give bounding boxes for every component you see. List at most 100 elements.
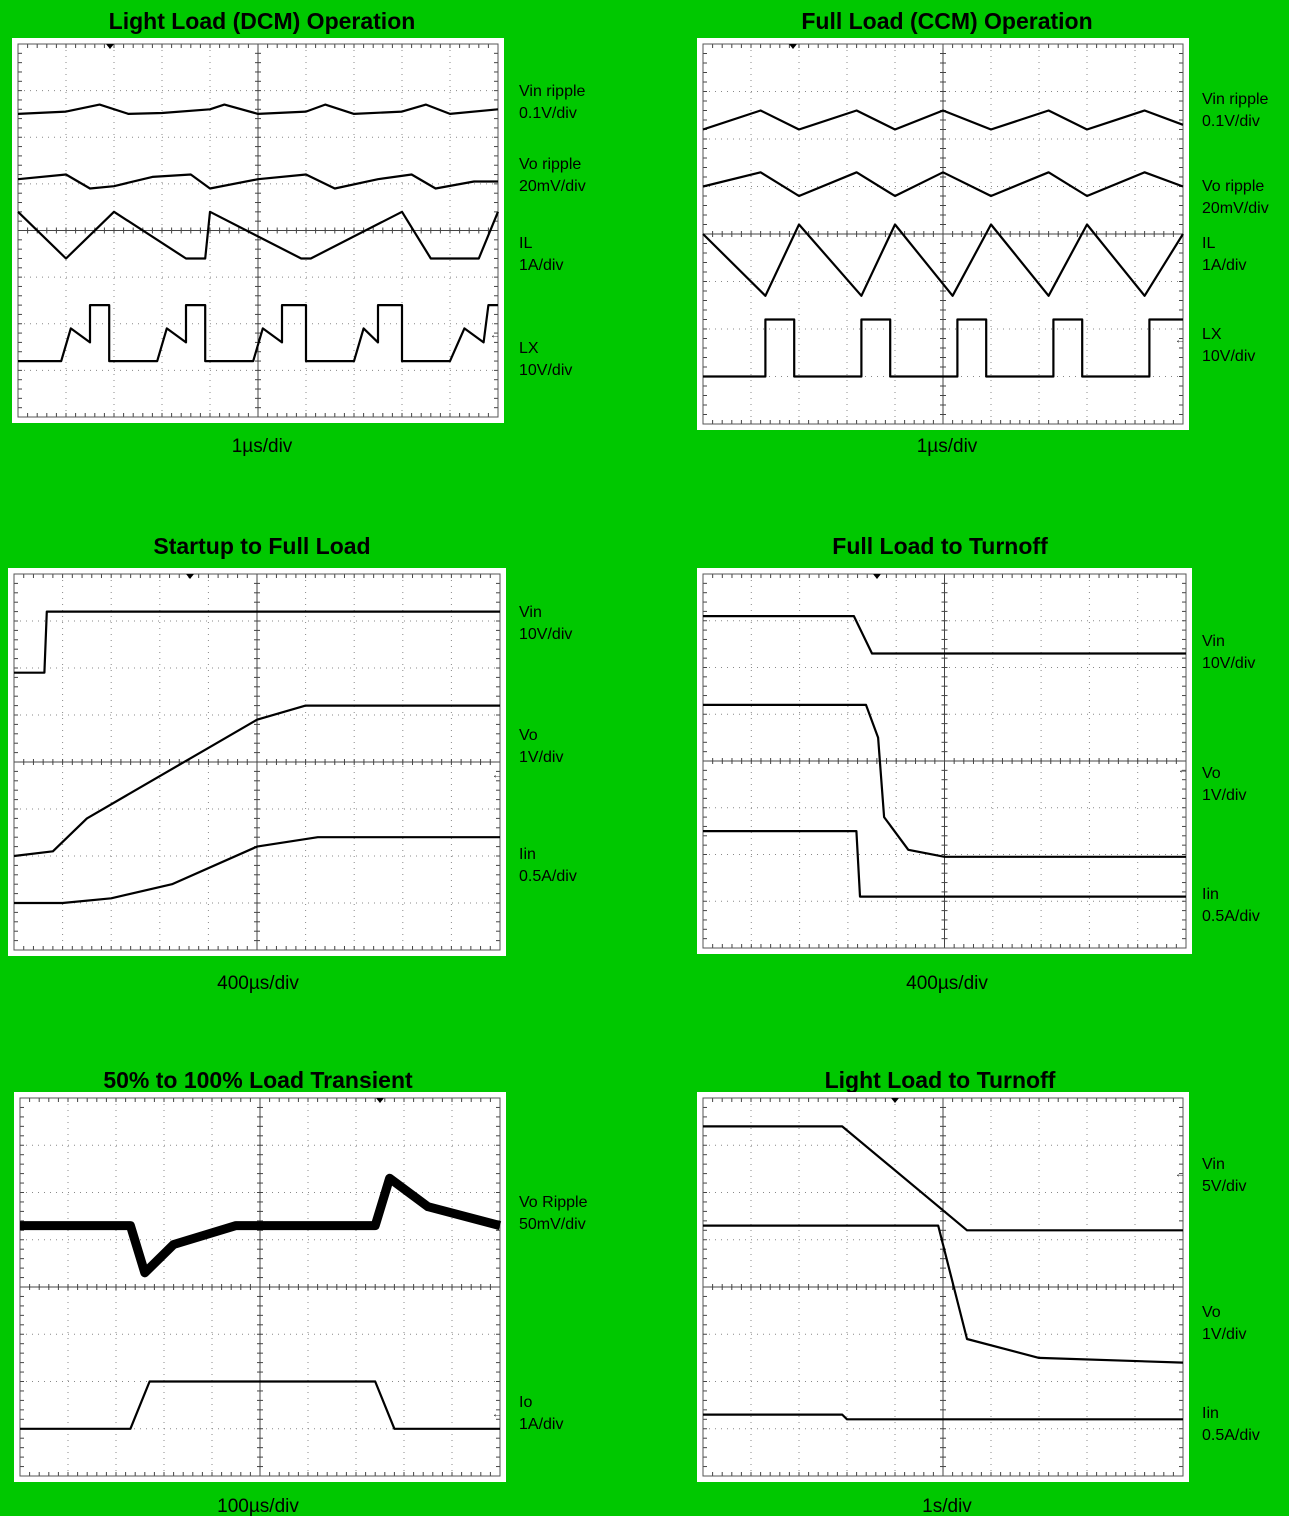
scope-plot: ← — [13, 573, 502, 951]
channel-name: Iin — [519, 846, 536, 863]
channel-scale: 0.5A/div — [519, 868, 577, 885]
chart-title: Startup to Full Load — [153, 533, 371, 559]
ground-reference-icon: ← — [492, 770, 502, 781]
time-per-division: 400µs/div — [217, 973, 299, 994]
chart-title: 50% to 100% Load Transient — [103, 1067, 413, 1093]
channel-label: LX 10V/div — [519, 338, 572, 382]
graticule — [17, 43, 499, 418]
trigger-marker-icon — [186, 574, 194, 579]
trace-io — [20, 1380, 500, 1430]
channel-label: Iin 0.5A/div — [519, 844, 577, 888]
channel-scale: 1V/div — [1202, 1326, 1247, 1343]
trigger-marker-icon — [891, 1098, 899, 1103]
trace-iin — [703, 830, 1186, 898]
channel-label: Vo 1V/div — [1202, 1302, 1246, 1346]
channel-name: Vin ripple — [519, 83, 586, 100]
graticule — [702, 43, 1184, 425]
time-per-division: 1µs/div — [916, 436, 978, 457]
time-per-division: 400µs/div — [906, 973, 988, 994]
channel-scale: 10V/div — [519, 626, 573, 643]
ground-reference-icon: ← — [1178, 765, 1188, 776]
trace-vo-ripple — [702, 171, 1184, 198]
channel-name: Vin — [1202, 1156, 1225, 1173]
channel-label: LX 10V/div — [1202, 324, 1255, 368]
oscilloscope-display: ← — [697, 38, 1189, 430]
channel-scale: 20mV/div — [1202, 200, 1269, 217]
channel-label: Io 1A/div — [519, 1392, 563, 1436]
channel-label: Vo ripple 20mV/div — [519, 154, 586, 198]
channel-label: Vo ripple 20mV/div — [1202, 176, 1269, 220]
chart-title: Light Load (DCM) Operation — [108, 8, 416, 34]
trace-vo-ripple — [20, 1173, 502, 1278]
oscilloscope-display: ← — [8, 568, 506, 956]
oscilloscope-display: ← — [14, 1092, 506, 1482]
scope-plot: ← — [702, 573, 1188, 949]
trace-vin-ripple — [702, 109, 1184, 131]
scope-plot: ← — [19, 1097, 502, 1477]
trace-vin-ripple — [17, 103, 499, 115]
channel-name: Vo — [519, 727, 538, 744]
scope-plot: ← — [702, 1097, 1185, 1477]
chart-title: Full Load to Turnoff — [832, 533, 1048, 559]
channel-label: Vin 5V/div — [1202, 1154, 1246, 1198]
trace-vin — [14, 610, 500, 674]
trace-lx — [18, 304, 498, 363]
graticule — [13, 573, 501, 951]
scope-plot: ← — [17, 43, 500, 418]
channel-label: IL 1A/div — [1202, 233, 1246, 277]
ground-reference-icon: ← — [1175, 335, 1185, 346]
scope-border — [702, 1097, 1184, 1477]
channel-name: Vin — [1202, 633, 1225, 650]
scope-plot: ← — [702, 43, 1185, 425]
trace-il — [17, 210, 500, 260]
trace-vin — [703, 615, 1186, 655]
channel-name: Iin — [1202, 1405, 1219, 1422]
channel-scale: 0.1V/div — [519, 105, 577, 122]
channel-scale: 1A/div — [1202, 257, 1247, 274]
channel-label: Vo 1V/div — [519, 725, 563, 769]
trace-iin — [14, 836, 500, 905]
trace-vo-ripple — [17, 173, 498, 190]
oscilloscope-display: ← — [697, 568, 1192, 954]
channel-name: IL — [1202, 235, 1216, 252]
trace-lx — [703, 318, 1183, 378]
channel-name: Vo ripple — [1202, 178, 1265, 195]
channel-name: Vo ripple — [519, 156, 582, 173]
scope-border — [13, 573, 501, 951]
trigger-marker-icon — [789, 44, 797, 49]
trigger-marker-icon — [873, 574, 881, 579]
trace-il — [702, 223, 1184, 297]
channel-scale: 10V/div — [1202, 655, 1256, 672]
scope-border — [702, 573, 1187, 949]
scope-border — [17, 43, 499, 418]
channel-label: Vo 1V/div — [1202, 763, 1246, 807]
channel-name: Vin ripple — [1202, 91, 1269, 108]
trace-vo — [13, 704, 500, 858]
ground-reference-icon: ← — [1175, 1169, 1185, 1180]
oscilloscope-display: ← — [12, 38, 504, 423]
time-per-division: 1s/div — [922, 1496, 972, 1517]
channel-label: Iin 0.5A/div — [1202, 884, 1260, 928]
channel-scale: 1V/div — [519, 749, 564, 766]
graticule — [19, 1097, 501, 1477]
channel-scale: 0.1V/div — [1202, 113, 1260, 130]
channel-name: LX — [1202, 326, 1222, 343]
trace-vo — [703, 1224, 1184, 1364]
graticule — [702, 1097, 1184, 1477]
channel-scale: 0.5A/div — [1202, 1427, 1260, 1444]
chart-title: Light Load to Turnoff — [824, 1067, 1056, 1093]
channel-name: Vo Ripple — [519, 1194, 588, 1211]
channel-name: Io — [519, 1394, 533, 1411]
channel-label: Vin ripple 0.1V/div — [1202, 89, 1268, 133]
channel-scale: 5V/div — [1202, 1178, 1247, 1195]
channel-name: Vo — [1202, 765, 1221, 782]
graticule — [702, 573, 1187, 949]
channel-label: Vin ripple 0.1V/div — [519, 81, 585, 125]
channel-scale: 20mV/div — [519, 178, 586, 195]
trace-iin — [703, 1413, 1183, 1421]
channel-name: IL — [519, 235, 533, 252]
ground-reference-icon: ← — [490, 330, 500, 341]
channel-scale: 1V/div — [1202, 787, 1247, 804]
channel-scale: 0.5A/div — [1202, 908, 1260, 925]
channel-name: Vo — [1202, 1304, 1221, 1321]
